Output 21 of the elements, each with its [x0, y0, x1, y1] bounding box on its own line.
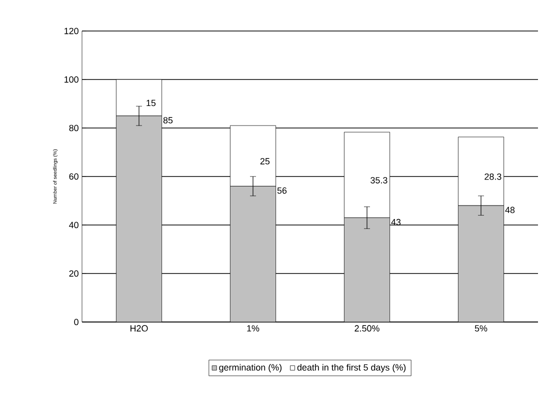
data-label: 56: [277, 187, 287, 194]
data-label: 35.3: [370, 177, 388, 184]
y-tick-label: 100: [64, 76, 78, 83]
x-tick-label: 1%: [247, 325, 260, 332]
data-label: 85: [163, 117, 173, 124]
data-label: 48: [505, 206, 515, 214]
x-tick-label: 2.50%: [354, 325, 380, 332]
legend-label: death in the first 5 days (%): [297, 364, 406, 372]
legend-label: germination (%): [219, 364, 282, 372]
y-tick-label: 0: [74, 318, 78, 326]
x-tick-label: H2O: [130, 325, 148, 332]
y-tick-label: 80: [69, 124, 78, 132]
data-label: 25: [260, 158, 270, 164]
x-tick-label: 5%: [474, 325, 488, 332]
data-label: 28.3: [484, 173, 502, 180]
y-tick-label: 20: [69, 270, 78, 277]
y-tick-label: 60: [69, 173, 78, 180]
y-tick-label: 120: [64, 28, 78, 34]
data-label: 43: [391, 218, 401, 226]
y-tick-label: 40: [69, 222, 78, 228]
data-label: 15: [146, 100, 156, 106]
